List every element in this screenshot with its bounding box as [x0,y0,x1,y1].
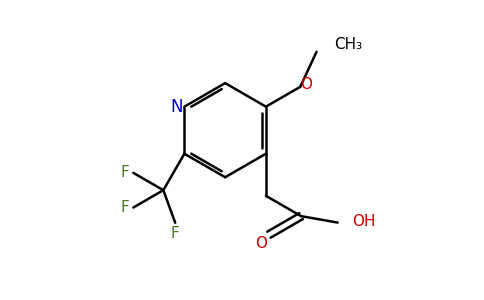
Text: F: F [120,165,129,180]
Text: CH₃: CH₃ [334,37,362,52]
Text: F: F [120,200,129,215]
Text: O: O [300,77,312,92]
Text: N: N [171,98,183,116]
Text: O: O [256,236,268,251]
Text: OH: OH [352,214,376,229]
Text: F: F [171,226,180,241]
